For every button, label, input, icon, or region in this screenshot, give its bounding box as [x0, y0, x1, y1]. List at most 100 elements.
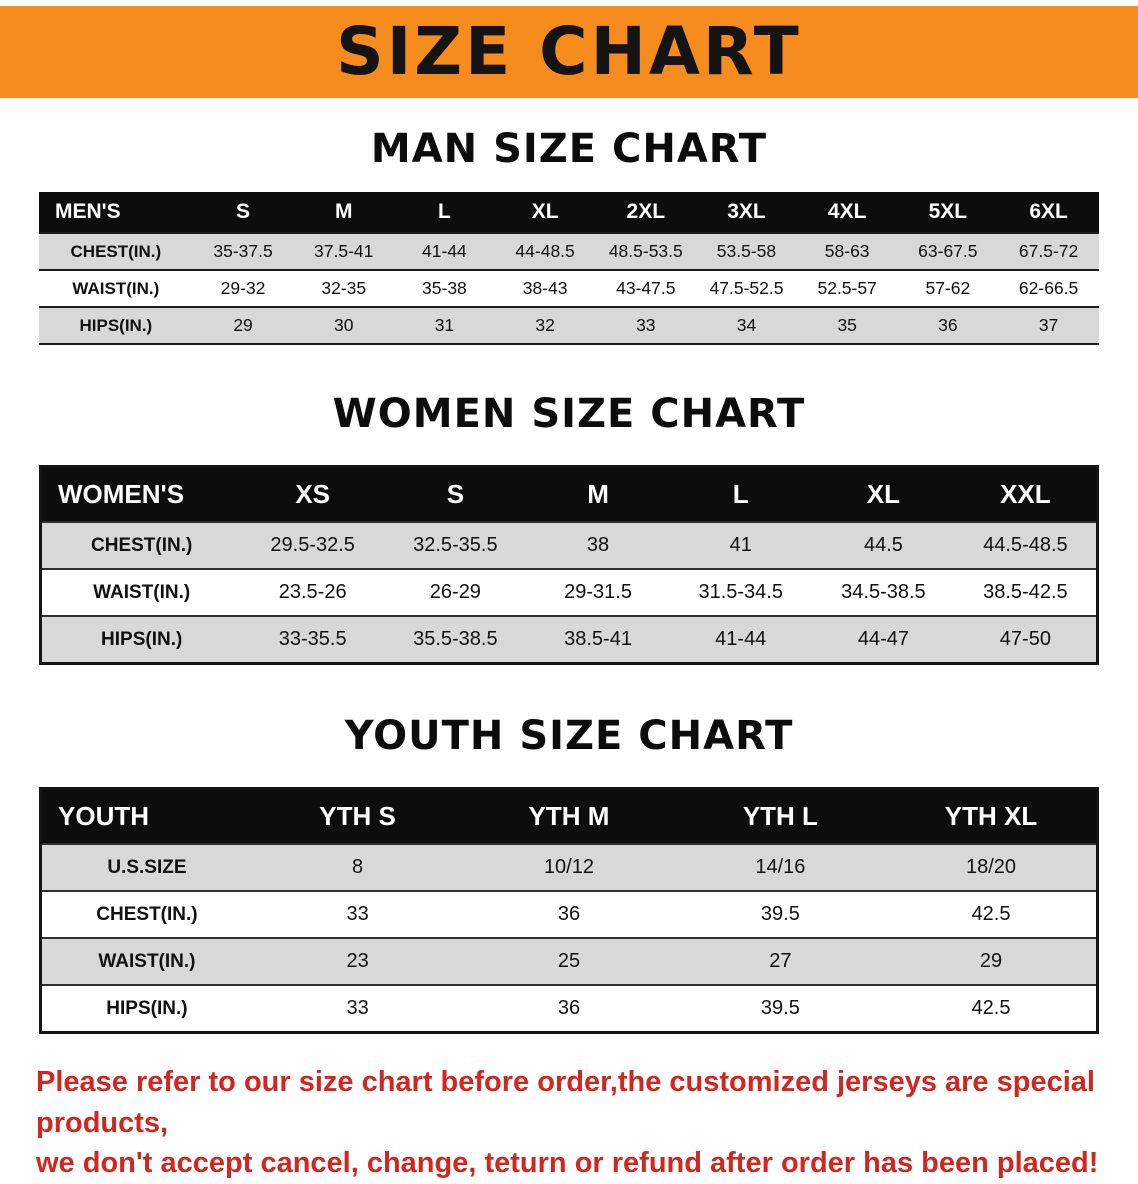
size-value-cell: 39.5 — [674, 984, 887, 1033]
notice-line: Please refer to our size chart before or… — [36, 1066, 1095, 1139]
size-value-cell: 41-44 — [394, 232, 495, 270]
men-hips-row: HIPS(IN.) 29 30 31 32 33 34 35 36 37 — [39, 306, 1099, 345]
youth-size-chart-heading: YOUTH SIZE CHART — [344, 713, 794, 759]
size-value-cell: 33-35.5 — [241, 615, 385, 664]
row-label: CHEST(IN.) — [39, 232, 193, 270]
size-column-header: YTH L — [674, 788, 887, 844]
size-value-cell: 63-67.5 — [897, 232, 999, 270]
size-value-cell: 52.5-57 — [796, 269, 898, 307]
youth-hips-row: HIPS(IN.) 33 36 39.5 42.5 — [40, 984, 1098, 1033]
size-column-header: YTH M — [463, 788, 675, 844]
size-value-cell: 18/20 — [886, 843, 1098, 891]
size-value-cell: 58-63 — [796, 232, 898, 270]
size-value-cell: 32 — [494, 306, 596, 345]
youth-ussize-row: U.S.SIZE 8 10/12 14/16 18/20 — [40, 843, 1098, 891]
size-value-cell: 33 — [251, 890, 464, 938]
size-value-cell: 67.5-72 — [998, 232, 1099, 270]
row-label: CHEST(IN.) — [40, 890, 252, 938]
size-value-cell: 38.5-42.5 — [954, 568, 1098, 616]
women-size-chart-heading: WOMEN SIZE CHART — [332, 391, 806, 437]
size-value-cell: 29.5-32.5 — [241, 521, 385, 569]
row-label: HIPS(IN.) — [39, 306, 193, 345]
size-value-cell: 47-50 — [954, 615, 1098, 664]
size-column-header: S — [192, 192, 294, 233]
size-value-cell: 23.5-26 — [241, 568, 385, 616]
notice-line: we don't accept cancel, change, teturn o… — [36, 1147, 1099, 1180]
size-column-header: XXL — [954, 466, 1098, 522]
men-table-title: MEN'S — [39, 192, 193, 233]
size-value-cell: 38 — [526, 521, 670, 569]
size-value-cell: 27 — [674, 937, 887, 985]
women-chest-row: CHEST(IN.) 29.5-32.5 32.5-35.5 38 41 44.… — [40, 521, 1098, 569]
youth-header-row: YOUTH YTH S YTH M YTH L YTH XL — [40, 788, 1098, 844]
size-value-cell: 29 — [192, 306, 294, 345]
size-value-cell: 43-47.5 — [595, 269, 697, 307]
size-column-header: M — [293, 192, 395, 233]
size-value-cell: 10/12 — [463, 843, 675, 891]
size-value-cell: 38-43 — [494, 269, 596, 307]
size-column-header: 5XL — [897, 192, 999, 233]
row-label: WAIST(IN.) — [39, 269, 193, 307]
size-value-cell: 48.5-53.5 — [595, 232, 697, 270]
row-label: HIPS(IN.) — [40, 615, 242, 664]
size-column-header: S — [384, 466, 527, 522]
women-table-title: WOMEN'S — [40, 466, 242, 522]
size-value-cell: 29 — [886, 937, 1098, 985]
women-size-table: WOMEN'S XS S M L XL XXL CHEST(IN.) 29.5-… — [39, 465, 1099, 665]
size-value-cell: 41-44 — [669, 615, 813, 664]
size-value-cell: 32.5-35.5 — [384, 521, 527, 569]
size-value-cell: 44.5 — [812, 521, 955, 569]
size-value-cell: 29-32 — [192, 269, 294, 307]
size-value-cell: 35-37.5 — [192, 232, 294, 270]
size-value-cell: 25 — [463, 937, 675, 985]
size-value-cell: 33 — [251, 984, 464, 1033]
size-column-header: YTH XL — [886, 788, 1098, 844]
row-label: CHEST(IN.) — [40, 521, 242, 569]
men-waist-row: WAIST(IN.) 29-32 32-35 35-38 38-43 43-47… — [39, 269, 1099, 307]
size-value-cell: 32-35 — [293, 269, 395, 307]
size-value-cell: 62-66.5 — [998, 269, 1099, 307]
size-value-cell: 44-48.5 — [494, 232, 596, 270]
size-value-cell: 35.5-38.5 — [384, 615, 527, 664]
youth-size-table: YOUTH YTH S YTH M YTH L YTH XL U.S.SIZE … — [39, 787, 1099, 1034]
size-value-cell: 57-62 — [897, 269, 999, 307]
size-chart-title: SIZE CHART — [336, 13, 802, 90]
size-value-cell: 34 — [696, 306, 797, 345]
size-value-cell: 37 — [998, 306, 1099, 345]
men-header-row: MEN'S S M L XL 2XL 3XL 4XL 5XL 6XL — [39, 192, 1099, 233]
size-value-cell: 23 — [251, 937, 464, 985]
size-column-header: 4XL — [796, 192, 898, 233]
youth-waist-row: WAIST(IN.) 23 25 27 29 — [40, 937, 1098, 985]
size-column-header: 2XL — [595, 192, 697, 233]
size-column-header: XL — [812, 466, 955, 522]
row-label: HIPS(IN.) — [40, 984, 252, 1033]
size-value-cell: 34.5-38.5 — [812, 568, 955, 616]
men-size-table: MEN'S S M L XL 2XL 3XL 4XL 5XL 6XL CHEST… — [39, 192, 1099, 345]
size-value-cell: 44.5-48.5 — [954, 521, 1098, 569]
size-value-cell: 36 — [463, 984, 675, 1033]
size-value-cell: 44-47 — [812, 615, 955, 664]
women-waist-row: WAIST(IN.) 23.5-26 26-29 29-31.5 31.5-34… — [40, 568, 1098, 616]
size-value-cell: 42.5 — [886, 984, 1098, 1033]
size-value-cell: 26-29 — [384, 568, 527, 616]
size-chart-banner: SIZE CHART — [0, 6, 1138, 98]
youth-chest-row: CHEST(IN.) 33 36 39.5 42.5 — [40, 890, 1098, 938]
size-value-cell: 39.5 — [674, 890, 887, 938]
size-column-header: L — [394, 192, 495, 233]
size-value-cell: 36 — [463, 890, 675, 938]
size-value-cell: 31 — [394, 306, 495, 345]
size-value-cell: 14/16 — [674, 843, 887, 891]
man-size-chart-heading: MAN SIZE CHART — [370, 126, 768, 172]
size-column-header: M — [526, 466, 670, 522]
size-value-cell: 35 — [796, 306, 898, 345]
size-column-header: 3XL — [696, 192, 797, 233]
youth-table-title: YOUTH — [40, 788, 252, 844]
size-column-header: XL — [494, 192, 596, 233]
women-header-row: WOMEN'S XS S M L XL XXL — [40, 466, 1098, 522]
size-value-cell: 30 — [293, 306, 395, 345]
size-column-header: YTH S — [251, 788, 464, 844]
size-value-cell: 38.5-41 — [526, 615, 670, 664]
order-notice: Please refer to our size chart before or… — [36, 1062, 1102, 1184]
size-value-cell: 36 — [897, 306, 999, 345]
size-value-cell: 29-31.5 — [526, 568, 670, 616]
